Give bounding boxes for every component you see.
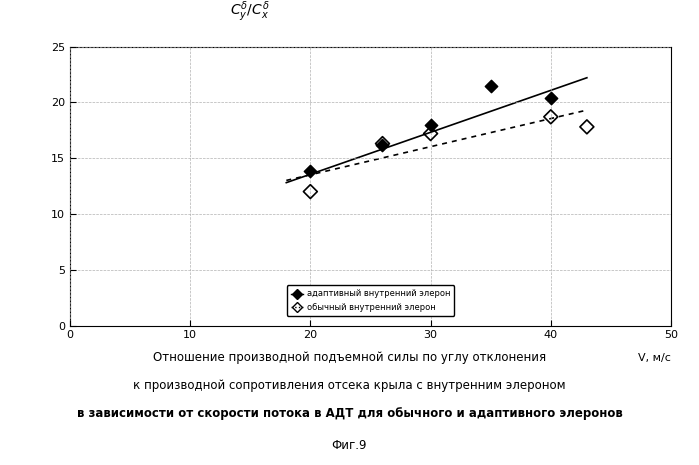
Text: к производной сопротивления отсека крыла с внутренним элероном: к производной сопротивления отсека крыла… xyxy=(134,379,565,392)
Text: $C_y^\delta/C_x^\delta$: $C_y^\delta/C_x^\delta$ xyxy=(231,0,270,24)
Point xyxy=(377,141,388,148)
Legend: адаптивный внутренний элерон, обычный внутренний элерон: адаптивный внутренний элерон, обычный вн… xyxy=(287,285,454,316)
Point xyxy=(545,113,556,120)
Text: в зависимости от скорости потока в АДТ для обычного и адаптивного элеронов: в зависимости от скорости потока в АДТ д… xyxy=(77,407,622,420)
Text: Фиг.9: Фиг.9 xyxy=(332,439,367,452)
Text: Отношение производной подъемной силы по углу отклонения: Отношение производной подъемной силы по … xyxy=(153,351,546,364)
Point xyxy=(425,121,436,128)
Point xyxy=(425,130,436,137)
Point xyxy=(377,140,388,147)
Point xyxy=(305,188,316,195)
Point xyxy=(305,168,316,175)
Point xyxy=(545,94,556,101)
Point xyxy=(582,123,593,131)
Point xyxy=(485,82,496,89)
Text: V, м/с: V, м/с xyxy=(638,353,671,364)
